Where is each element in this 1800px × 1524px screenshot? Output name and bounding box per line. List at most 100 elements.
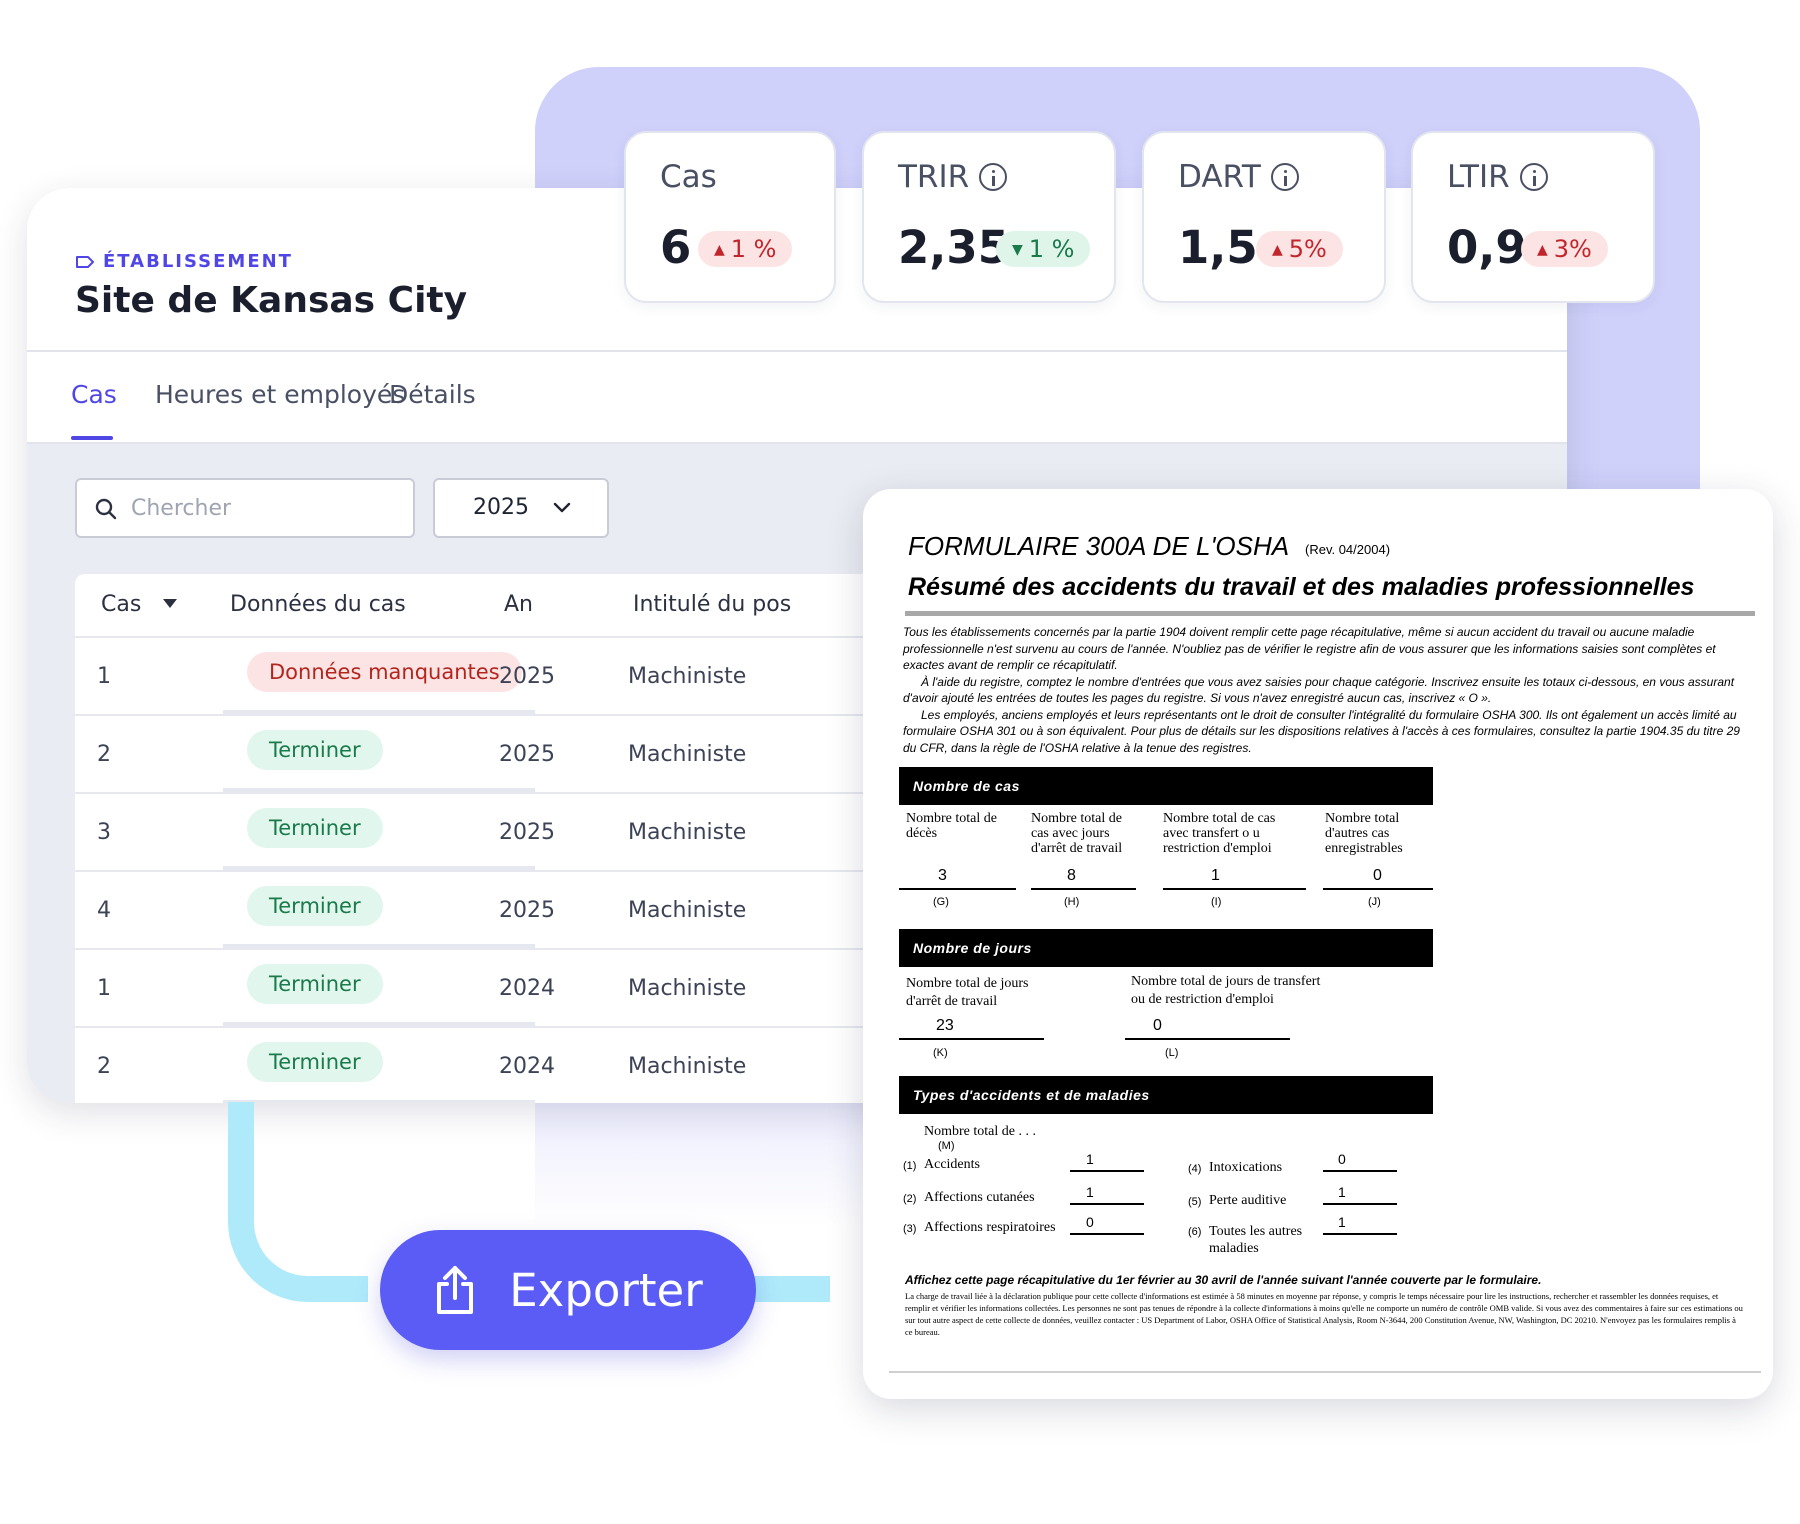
table-row[interactable]: 1 Terminer 2024 Machiniste	[75, 950, 1567, 1028]
type-number: (2)	[903, 1193, 917, 1205]
type-label: Perte auditive	[1209, 1193, 1287, 1208]
field-underline	[1323, 1233, 1397, 1235]
column-header-case[interactable]: Cas	[101, 592, 142, 617]
field-value: 0	[1373, 867, 1382, 884]
field-code: (K)	[933, 1047, 948, 1059]
cell-case: 2	[97, 742, 111, 767]
table-row[interactable]: 4 Terminer 2025 Machiniste	[75, 872, 1567, 950]
export-button[interactable]: Exporter	[380, 1230, 756, 1350]
field-underline	[899, 1038, 1044, 1040]
row-divider-accent	[223, 1100, 535, 1103]
type-label: Toutes les autres maladies	[1209, 1224, 1303, 1256]
cell-year: 2025	[499, 820, 555, 845]
type-value: 1	[1338, 1214, 1346, 1230]
share-export-icon	[437, 1266, 474, 1314]
facility-overline-text: ÉTABLISSEMENT	[103, 251, 293, 272]
tag-icon	[76, 255, 94, 268]
form-instructions: Tous les établissements concernés par la…	[903, 624, 1748, 756]
triangle-up-icon: ▲	[1537, 242, 1548, 258]
form-title: FORMULAIRE 300A DE L'OSHA	[908, 531, 1290, 561]
kpi-value: 6	[660, 221, 692, 274]
kpi-value: 1,5	[1178, 221, 1258, 274]
status-badge: Terminer	[247, 1042, 383, 1082]
search-icon	[95, 498, 117, 520]
field-value: 23	[936, 1017, 954, 1034]
kpi-delta-badge: ▲ 3%	[1521, 231, 1608, 267]
cell-case: 4	[97, 898, 111, 923]
export-button-label: Exporter	[509, 1263, 703, 1317]
column-header-case-data: Données du cas	[230, 592, 406, 617]
form-title-rule	[905, 611, 1755, 616]
tab-details[interactable]: Détails	[389, 380, 476, 409]
tab-hours-employees[interactable]: Heures et employés	[155, 380, 406, 409]
field-underline	[1125, 1038, 1290, 1040]
form-bottom-rule	[889, 1371, 1761, 1373]
cell-job-title: Machiniste	[628, 820, 747, 845]
cell-job-title: Machiniste	[628, 1054, 747, 1079]
info-icon[interactable]	[1270, 163, 1299, 191]
row-divider-accent	[223, 1022, 535, 1027]
search-input[interactable]	[129, 488, 399, 528]
field-label: Nombre total de décès	[906, 811, 997, 841]
field-underline	[1070, 1233, 1144, 1235]
cell-year: 2025	[499, 742, 555, 767]
field-underline	[1070, 1203, 1144, 1205]
status-badge: Terminer	[247, 886, 383, 926]
column-header-year: An	[504, 592, 533, 617]
flow-connector-end	[750, 1276, 830, 1302]
form-instructions-paragraph: Les employés, anciens employés et leurs …	[903, 707, 1740, 755]
tab-cases[interactable]: Cas	[71, 380, 117, 409]
cell-year: 2024	[499, 976, 555, 1001]
table-header-divider	[75, 636, 1567, 638]
info-icon[interactable]	[979, 163, 1008, 191]
type-number: (3)	[903, 1223, 917, 1235]
field-underline	[1163, 888, 1306, 890]
osha-form-document: FORMULAIRE 300A DE L'OSHA (Rev. 04/2004)…	[863, 489, 1773, 1399]
cell-case: 1	[97, 976, 111, 1001]
field-label: Nombre total de cas avec jours d'arrêt d…	[1031, 811, 1123, 856]
year-select[interactable]: 2025	[433, 478, 609, 538]
kpi-label-text: DART	[1178, 159, 1261, 195]
cell-year: 2024	[499, 1054, 555, 1079]
triangle-down-icon: ▼	[1012, 242, 1023, 258]
page-title: Site de Kansas City	[75, 280, 468, 321]
form-instructions-paragraph: À l'aide du registre, comptez le nombre …	[903, 674, 1735, 706]
form-revision: (Rev. 04/2004)	[1305, 542, 1391, 557]
kpi-label: DART	[1178, 159, 1299, 195]
search-box	[75, 478, 415, 538]
type-number: (6)	[1188, 1226, 1202, 1238]
type-value: 0	[1338, 1151, 1346, 1167]
section-header-types: Types d'accidents et de maladies	[899, 1076, 1433, 1114]
field-label: Nombre total de jours d'arrêt de travail	[906, 976, 1029, 1009]
kpi-delta-text: 1 %	[1028, 235, 1075, 263]
flow-connector	[228, 1102, 368, 1302]
field-code: (L)	[1165, 1047, 1179, 1059]
table-row[interactable]: 2 Terminer 2024 Machiniste	[75, 1028, 1567, 1103]
table-row[interactable]: 3 Terminer 2025 Machiniste	[75, 794, 1567, 872]
field-value: 8	[1067, 867, 1076, 884]
column-header-job-title: Intitulé du pos	[633, 592, 792, 617]
field-underline	[1323, 1170, 1397, 1172]
info-icon[interactable]	[1519, 163, 1548, 191]
active-tab-indicator	[71, 436, 113, 440]
type-label: Affections cutanées	[924, 1190, 1035, 1205]
cell-year: 2025	[499, 898, 555, 923]
kpi-card-ltir: LTIR 0,9 ▲ 3%	[1411, 131, 1655, 303]
table-row[interactable]: 1 Données manquantes 2025 Machiniste	[75, 638, 1567, 716]
kpi-card-dart: DART 1,5 ▲ 5%	[1142, 131, 1386, 303]
kpi-value: 2,35	[898, 221, 1010, 274]
kpi-label: LTIR	[1447, 159, 1548, 195]
field-code: (G)	[933, 896, 949, 908]
triangle-up-icon: ▲	[1272, 242, 1283, 258]
cell-case: 2	[97, 1054, 111, 1079]
status-badge: Terminer	[247, 730, 383, 770]
section-header-days: Nombre de jours	[899, 929, 1433, 967]
sort-down-icon[interactable]	[163, 599, 177, 609]
field-code: (I)	[1211, 896, 1222, 908]
field-label: Nombre total de cas avec transfert o u r…	[1163, 811, 1276, 856]
type-label: Intoxications	[1209, 1160, 1283, 1175]
cell-job-title: Machiniste	[628, 742, 747, 767]
table-row[interactable]: 2 Terminer 2025 Machiniste	[75, 716, 1567, 794]
field-underline	[1323, 1203, 1397, 1205]
form-subtitle: Résumé des accidents du travail et des m…	[908, 573, 1695, 601]
